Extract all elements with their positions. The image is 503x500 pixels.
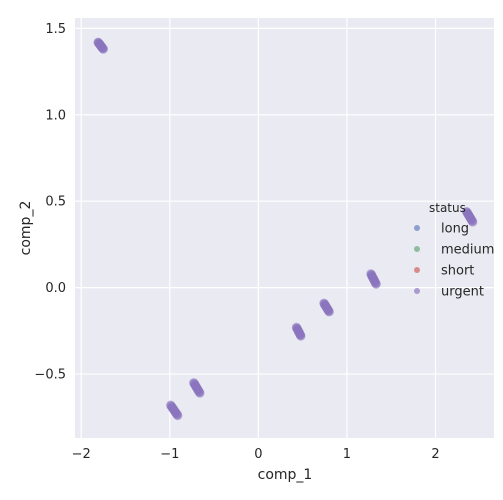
data-point bbox=[296, 331, 305, 340]
data-point bbox=[173, 411, 182, 420]
data-point bbox=[468, 217, 477, 226]
y-tick-label: 1.5 bbox=[45, 22, 66, 37]
y-tick-label: 0.5 bbox=[45, 195, 66, 210]
x-axis-label: comp_1 bbox=[258, 467, 313, 483]
legend-marker bbox=[414, 225, 420, 231]
legend-label: short bbox=[441, 264, 474, 279]
data-point bbox=[372, 280, 381, 289]
x-tick-label: −2 bbox=[72, 447, 91, 462]
legend-title: status bbox=[429, 201, 466, 215]
x-tick-label: 0 bbox=[254, 447, 262, 462]
y-tick-label: −0.5 bbox=[34, 368, 66, 383]
y-tick-label: 0.0 bbox=[45, 281, 66, 296]
x-tick-label: −1 bbox=[160, 447, 179, 462]
legend-marker bbox=[414, 246, 420, 252]
legend-label: long bbox=[441, 222, 469, 237]
legend-marker bbox=[414, 288, 420, 294]
y-axis-label: comp_2 bbox=[18, 201, 34, 256]
y-tick-labels: −0.5 0.0 0.5 1.0 1.5 bbox=[34, 22, 66, 383]
legend-marker bbox=[414, 267, 420, 273]
y-tick-label: 1.0 bbox=[45, 108, 66, 123]
x-tick-label: 2 bbox=[431, 447, 439, 462]
legend-label: urgent bbox=[441, 285, 484, 300]
data-point bbox=[99, 45, 108, 54]
x-tick-label: 1 bbox=[343, 447, 351, 462]
data-point bbox=[195, 388, 204, 397]
legend-label: medium bbox=[441, 243, 494, 258]
data-point bbox=[325, 307, 334, 316]
x-tick-labels: −2 −1 0 1 2 bbox=[72, 447, 440, 462]
plot-background bbox=[75, 18, 494, 438]
